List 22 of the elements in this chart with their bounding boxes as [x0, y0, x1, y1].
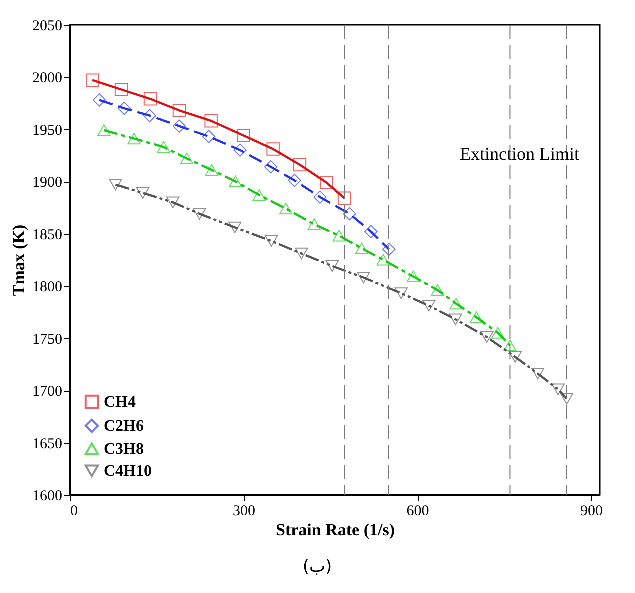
x-tick-label: 900	[580, 504, 604, 520]
text: (ب)	[302, 557, 334, 577]
annotation: Extinction Limit	[460, 144, 580, 164]
legend-label: C3H8	[104, 441, 144, 458]
x-tick-label: 300	[233, 504, 256, 520]
y-tick-label: 2050	[32, 18, 62, 34]
y-tick-label: 2000	[32, 70, 62, 87]
x-tick-label: 600	[406, 504, 430, 520]
y-tick-label: 1700	[32, 384, 62, 400]
legend-label: C4H10	[104, 463, 152, 480]
y-tick-label: 1950	[32, 122, 62, 139]
y-axis-title: Tmax (K)	[10, 224, 28, 296]
x-axis-title: Strain Rate (1/s)	[276, 520, 395, 540]
y-tick-label: 1600	[32, 488, 62, 504]
x-tick-label: 0	[70, 504, 78, 520]
y-tick-label: 1850	[32, 227, 62, 244]
legend-label: CH4	[104, 394, 136, 411]
y-tick-label: 1750	[32, 332, 62, 348]
legend-label: C2H6	[104, 418, 144, 435]
y-tick-label: 1650	[32, 436, 62, 452]
y-tick-label: 1900	[32, 175, 62, 192]
y-tick-label: 1800	[32, 280, 62, 296]
